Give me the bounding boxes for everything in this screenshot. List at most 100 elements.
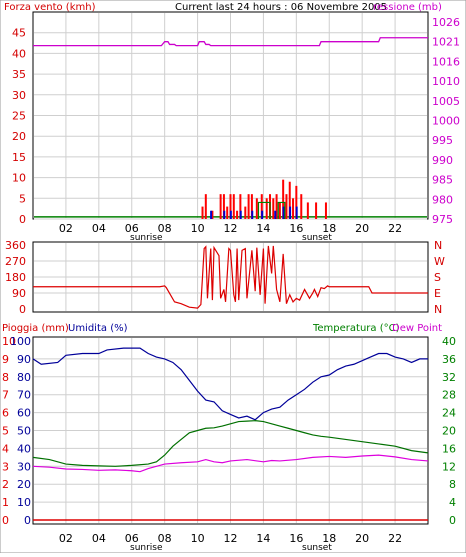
x-tick-label-bottom: 08 bbox=[158, 532, 172, 545]
sunrise-label-top: sunrise bbox=[130, 233, 163, 243]
pressure-y-tick-label: 1021 bbox=[432, 36, 460, 49]
humidity-y-tick-label: 80 bbox=[17, 371, 31, 384]
pressure-y-tick-label: 995 bbox=[432, 134, 453, 147]
temperature-axis-title: Temperatura (°C) bbox=[312, 323, 400, 334]
sunrise-label-bottom: sunrise bbox=[130, 543, 163, 553]
wind-y-tick-label: 5 bbox=[19, 192, 26, 205]
humidity-y-tick-label: 0 bbox=[24, 514, 31, 527]
compass-label: N bbox=[434, 303, 442, 316]
x-tick-label-top: 14 bbox=[256, 222, 270, 235]
wind-direction-panel-frame bbox=[32, 241, 429, 313]
direction-y-tick-label: 270 bbox=[5, 255, 26, 268]
wind-y-tick-label: 0 bbox=[19, 213, 26, 226]
temperature-y-tick-label: 16 bbox=[442, 442, 456, 455]
rain-humidity-temp-panel-frame bbox=[32, 336, 429, 525]
x-tick-label-bottom: 10 bbox=[191, 532, 205, 545]
rain-y-tick-label: 3 bbox=[2, 460, 9, 473]
rain-y-tick-label: 6 bbox=[2, 407, 9, 420]
rain-axis-title: Pioggia (mm) bbox=[2, 323, 69, 334]
sunset-label-bottom: sunset bbox=[302, 543, 332, 553]
chart-title: Current last 24 hours : 06 Novembre 2005 bbox=[175, 2, 387, 13]
rain-y-tick-label: 4 bbox=[2, 442, 9, 455]
humidity-y-tick-label: 20 bbox=[17, 478, 31, 491]
x-tick-label-top: 08 bbox=[158, 222, 172, 235]
x-tick-label-bottom: 16 bbox=[289, 532, 303, 545]
x-tick-label-bottom: 20 bbox=[355, 532, 369, 545]
x-tick-label-top: 18 bbox=[322, 222, 336, 235]
x-tick-label-bottom: 04 bbox=[92, 532, 106, 545]
pressure-y-tick-label: 990 bbox=[432, 154, 453, 167]
data-layer bbox=[32, 37, 429, 521]
x-tick-label-top: 12 bbox=[224, 222, 238, 235]
direction-y-tick-label: 90 bbox=[12, 287, 26, 300]
wind-axis-title: Forza vento (kmh) bbox=[4, 2, 96, 13]
temperature-line bbox=[32, 420, 429, 467]
wind-y-tick-label: 35 bbox=[12, 68, 26, 81]
wind-y-tick-label: 45 bbox=[12, 27, 26, 40]
x-tick-label-bottom: 12 bbox=[224, 532, 238, 545]
wind-calm-step bbox=[277, 201, 286, 219]
rain-y-tick-label: 1 bbox=[2, 496, 9, 509]
temperature-y-tick-label: 0 bbox=[449, 514, 456, 527]
rain-y-tick-label: 9 bbox=[2, 353, 9, 366]
direction-y-tick-label: 180 bbox=[5, 271, 26, 284]
rain-y-tick-label: 2 bbox=[2, 478, 9, 491]
compass-label: S bbox=[434, 271, 441, 284]
x-tick-label-bottom: 06 bbox=[125, 532, 139, 545]
x-tick-label-top: 16 bbox=[289, 222, 303, 235]
temperature-y-tick-label: 24 bbox=[442, 407, 456, 420]
humidity-line bbox=[32, 347, 428, 421]
pressure-axis-title: ressione (mb) bbox=[373, 2, 442, 13]
temperature-y-tick-label: 8 bbox=[449, 478, 456, 491]
pressure-line bbox=[33, 37, 428, 47]
compass-label: W bbox=[434, 255, 445, 268]
dewpoint-line bbox=[32, 454, 429, 473]
pressure-y-tick-label: 1026 bbox=[432, 16, 460, 29]
temperature-y-tick-label: 12 bbox=[442, 460, 456, 473]
pressure-y-tick-label: 1010 bbox=[432, 75, 460, 88]
temperature-y-tick-label: 20 bbox=[442, 425, 456, 438]
humidity-y-tick-label: 100 bbox=[10, 335, 31, 348]
compass-label: N bbox=[434, 239, 442, 252]
temperature-y-tick-label: 28 bbox=[442, 389, 456, 402]
compass-label: E bbox=[434, 287, 441, 300]
humidity-y-tick-label: 50 bbox=[17, 425, 31, 438]
pressure-y-tick-label: 1005 bbox=[432, 95, 460, 108]
pressure-y-tick-label: 975 bbox=[432, 213, 453, 226]
x-tick-label-top: 04 bbox=[92, 222, 106, 235]
humidity-y-tick-label: 70 bbox=[17, 389, 31, 402]
direction-y-tick-label: 360 bbox=[5, 239, 26, 252]
axis-layer: 0202040406060808101012121414161618182020… bbox=[2, 16, 460, 545]
rain-y-tick-label: 7 bbox=[2, 389, 9, 402]
x-tick-label-top: 10 bbox=[191, 222, 205, 235]
temperature-y-tick-label: 40 bbox=[442, 335, 456, 348]
humidity-y-tick-label: 30 bbox=[17, 460, 31, 473]
grid-layer bbox=[34, 13, 427, 523]
dewpoint-axis-title: Dew Point bbox=[392, 323, 442, 334]
pressure-y-tick-label: 1016 bbox=[432, 55, 460, 68]
x-tick-label-top: 22 bbox=[388, 222, 402, 235]
x-tick-label-bottom: 14 bbox=[256, 532, 270, 545]
wind-direction-line bbox=[33, 245, 428, 309]
direction-y-tick-label: 0 bbox=[19, 303, 26, 316]
temperature-y-tick-label: 32 bbox=[442, 371, 456, 384]
rain-y-tick-label: 0 bbox=[2, 514, 9, 527]
humidity-axis-title: Umidita (%) bbox=[68, 323, 128, 334]
temperature-y-tick-label: 4 bbox=[449, 496, 456, 509]
humidity-y-tick-label: 90 bbox=[17, 353, 31, 366]
rain-y-tick-label: 8 bbox=[2, 371, 9, 384]
temperature-y-tick-label: 36 bbox=[442, 353, 456, 366]
x-tick-label-bottom: 18 bbox=[322, 532, 336, 545]
humidity-y-tick-label: 10 bbox=[17, 496, 31, 509]
humidity-y-tick-label: 60 bbox=[17, 407, 31, 420]
rain-y-tick-label: 5 bbox=[2, 425, 9, 438]
wind-calm-step bbox=[257, 201, 271, 219]
wind-y-tick-label: 40 bbox=[12, 47, 26, 60]
rain-y-tick-label: 10 bbox=[2, 335, 16, 348]
x-tick-label-top: 02 bbox=[59, 222, 73, 235]
sunset-label-top: sunset bbox=[302, 233, 332, 243]
x-tick-label-top: 06 bbox=[125, 222, 139, 235]
pressure-y-tick-label: 985 bbox=[432, 174, 453, 187]
